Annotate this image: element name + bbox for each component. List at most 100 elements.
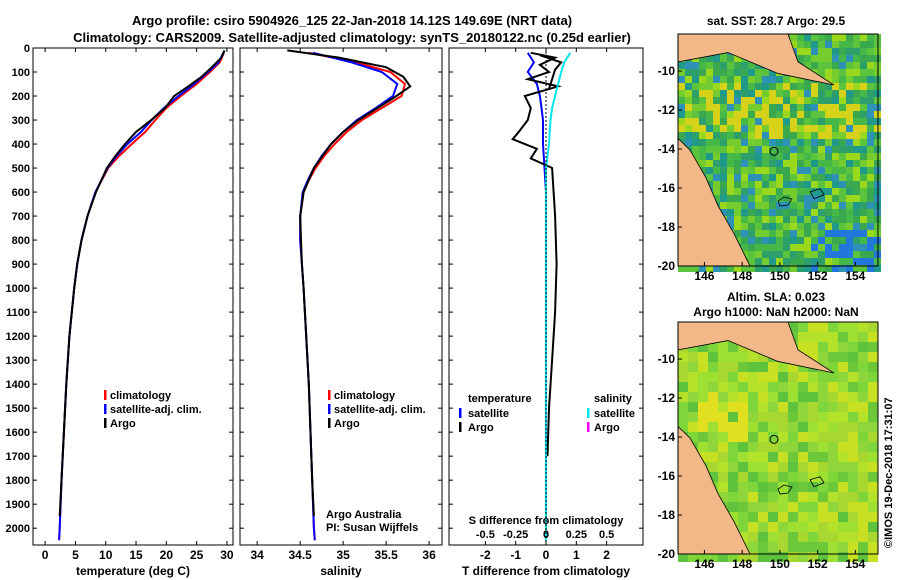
map-cell [797,90,804,97]
map-cell [797,202,804,209]
map-cell [867,258,874,265]
map-cell [828,472,838,482]
map-cell [825,48,832,55]
map-cell [867,146,874,153]
x-tick-label: 34.5 [288,548,312,562]
map-cell [762,97,769,104]
map-cell [858,362,868,372]
map-cell [727,90,734,97]
map-cell [738,462,748,472]
map-cell [706,160,713,167]
map-cell [804,55,811,62]
map-cell [838,472,848,482]
map-cell [867,62,874,69]
map-cell [804,34,811,41]
map-cell [755,195,762,202]
map-cell [720,76,727,83]
map-cell [853,125,860,132]
map-cell [811,83,818,90]
map-cell [706,174,713,181]
map-cell [748,412,758,422]
map-cell [846,244,853,251]
map-cell [832,216,839,223]
map-cell [811,139,818,146]
map-cell [846,118,853,125]
map-cell [776,139,783,146]
map-cell [838,352,848,362]
map-cell [828,412,838,422]
map-cell [811,104,818,111]
x-tick-label: 35 [336,548,350,562]
map-cell [825,118,832,125]
map-cell [713,104,720,111]
map-cell [708,462,718,472]
map-cell [867,230,874,237]
map-cell [838,342,848,352]
map-cell [804,139,811,146]
series-line-1 [299,51,399,541]
map-cell [788,382,798,392]
legend-s-label: satellite [594,408,635,420]
map-cell [832,83,839,90]
map-cell [818,372,828,382]
map-cell [762,174,769,181]
map-cell [755,230,762,237]
map-cell [848,472,858,482]
map-cell [839,139,846,146]
map-cell [727,76,734,83]
map-cell [853,244,860,251]
map-cell [797,167,804,174]
map-cell [741,230,748,237]
map-cell [853,76,860,83]
plot-frame [239,47,443,546]
series-line-2 [58,50,226,517]
map-cell [728,342,738,352]
map-cell [828,462,838,472]
x-tick-label: 20 [160,548,174,562]
map-cell [818,522,828,532]
map-cell [783,230,790,237]
map-cell [790,97,797,104]
map-cell [768,492,778,502]
map-cell [868,352,878,362]
map-cell [818,97,825,104]
map-cell [706,55,713,62]
map-cell [769,237,776,244]
map-cell [818,55,825,62]
map-cell [728,382,738,392]
map-cell [818,111,825,118]
map-cell [692,146,699,153]
map-cell [783,76,790,83]
x-tick-label: 25 [190,548,204,562]
map-cell [867,216,874,223]
map-cell [698,392,708,402]
map-cell [853,181,860,188]
map-cell [839,34,846,41]
map-cell [867,76,874,83]
map-cell [738,352,748,362]
map-cell [728,502,738,512]
map-cell [839,181,846,188]
map-cell [778,472,788,482]
map-cell [860,111,867,118]
map-cell [846,153,853,160]
x-axis-label: T difference from climatology [462,564,630,578]
map-cell [738,362,748,372]
map-cell [728,512,738,522]
map-cell [808,482,818,492]
map-cell [713,153,720,160]
map-cell [867,97,874,104]
map-cell [706,167,713,174]
map-cell [797,55,804,62]
coral-reef [809,476,825,488]
map-cell [818,69,825,76]
map-cell [741,62,748,69]
map-cell [868,392,878,402]
map-cell [776,195,783,202]
map-cell [790,111,797,118]
map-cell [860,118,867,125]
map-cell [783,251,790,258]
s-tick-label: 0 [543,529,549,541]
map-cell [706,132,713,139]
map-cell [685,69,692,76]
